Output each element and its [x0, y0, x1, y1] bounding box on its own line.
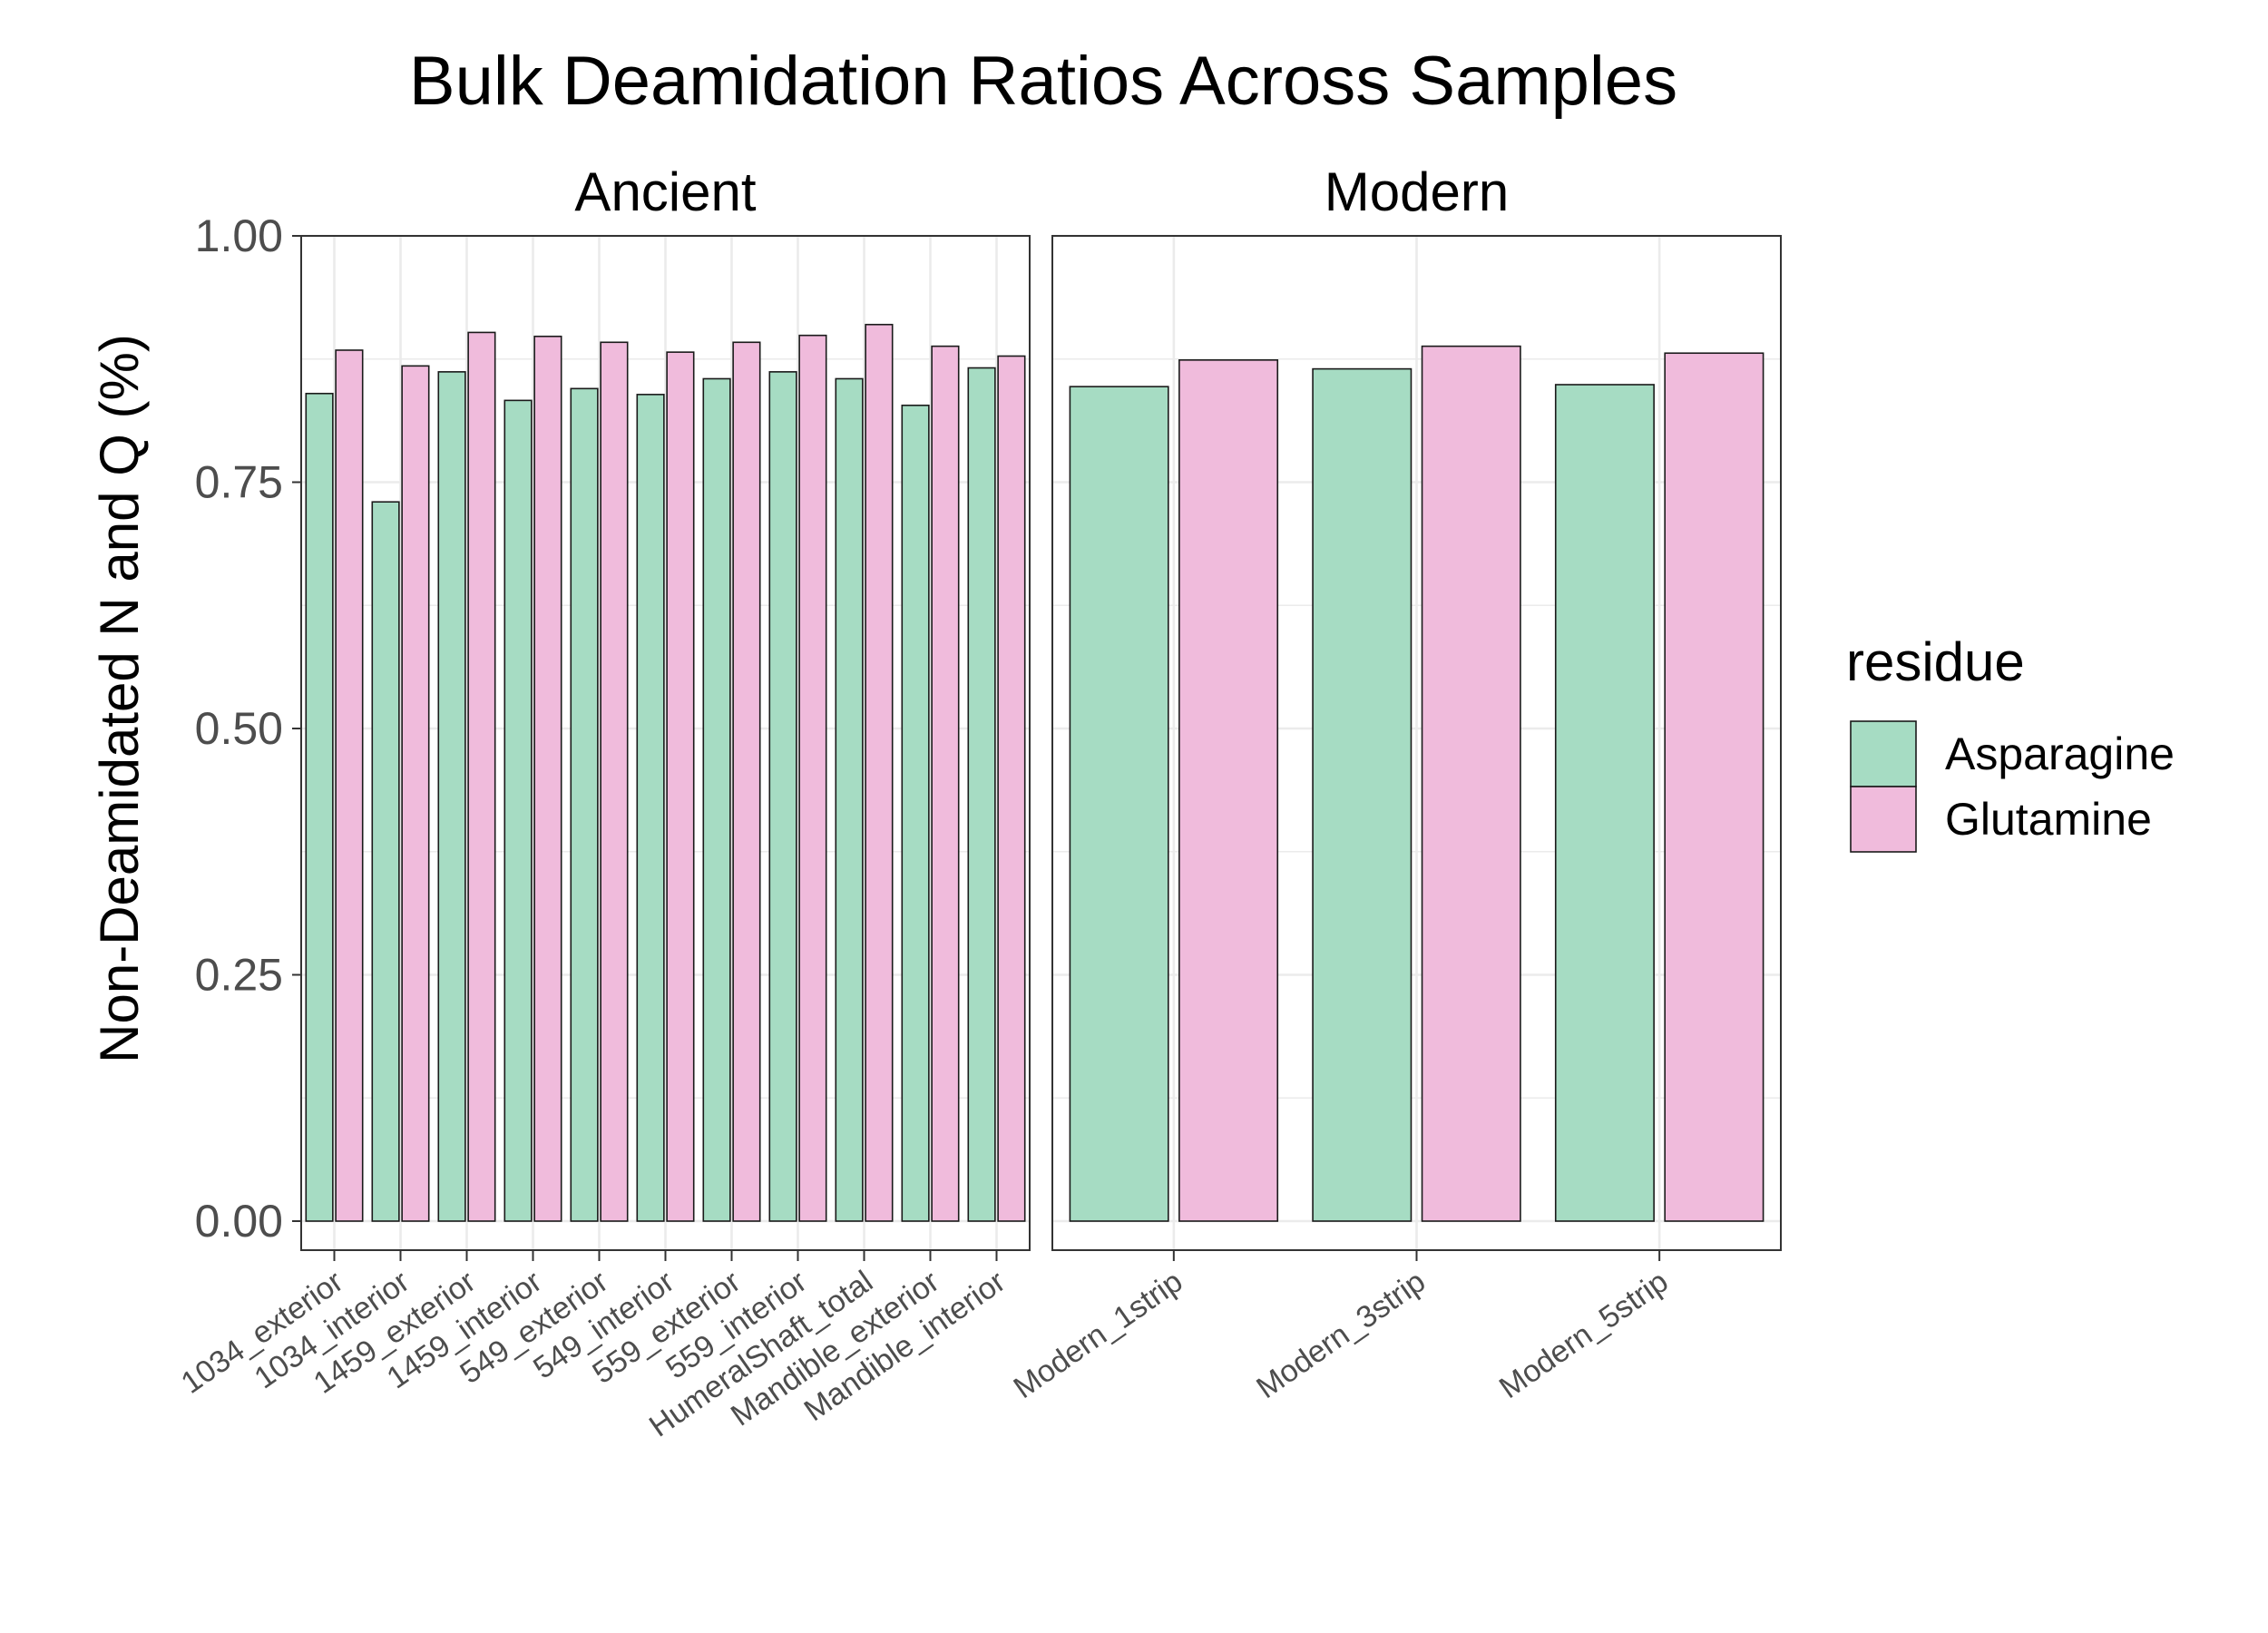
bar-glutamine-mandible_exterior	[931, 345, 960, 1222]
bar-asparagine-1459_exterior	[437, 371, 466, 1222]
facet-modern: Modern Modern_1strip Modern_3strip Modern_5…	[1008, 161, 1782, 1405]
bar-glutamine-modern_5strip	[1664, 352, 1765, 1222]
bar-asparagine-1034_interior	[371, 501, 400, 1222]
facet-ancient: Ancient1034_exterior1034_interior1459_ex…	[175, 161, 1031, 1443]
bar-asparagine-559_exterior	[702, 377, 731, 1222]
y-axis-label: Non-Deamidated N and Q (%)	[89, 334, 150, 1063]
x-tick-label: Modern_1strip	[1008, 1264, 1189, 1405]
bar-asparagine-1034_exterior	[305, 392, 334, 1222]
y-tick-label: 0.75	[195, 457, 283, 508]
bar-glutamine-549_exterior	[600, 341, 629, 1222]
chart-title: Bulk Deamidation Ratios Across Samples	[409, 43, 1677, 120]
y-tick-label: 1.00	[195, 210, 283, 261]
bar-glutamine-1034_exterior	[335, 349, 364, 1222]
bar-asparagine-549_interior	[636, 394, 665, 1222]
bar-glutamine-1459_interior	[533, 335, 562, 1222]
bar-glutamine-modern_1strip	[1178, 359, 1279, 1222]
bar-glutamine-modern_3strip	[1421, 345, 1521, 1222]
bar-asparagine-1459_interior	[503, 399, 533, 1222]
bar-glutamine-1459_exterior	[467, 331, 496, 1222]
bar-asparagine-mandible_interior	[967, 367, 996, 1222]
facet-strip-label: Ancient	[574, 161, 756, 222]
legend-label-glutamine: Glutamine	[1945, 794, 2152, 845]
y-tick-label: 0.50	[195, 703, 283, 754]
bar-asparagine-modern_1strip	[1069, 386, 1169, 1222]
y-tick-label: 0.25	[195, 950, 283, 1001]
bar-asparagine-549_exterior	[570, 387, 599, 1222]
legend: residue Asparagine Glutamine	[1846, 631, 2175, 853]
facet-strip-label: Modern	[1325, 161, 1509, 222]
bar-asparagine-559_interior	[768, 371, 797, 1222]
bar-glutamine-1034_interior	[401, 365, 430, 1222]
bar-glutamine-559_exterior	[732, 341, 761, 1222]
bar-asparagine-humeralshaft_total	[835, 377, 864, 1222]
y-tick-label: 0.00	[195, 1196, 283, 1247]
bar-glutamine-559_interior	[798, 334, 827, 1222]
legend-label-asparagine: Asparagine	[1945, 728, 2175, 779]
facet-panels: 0.00 0.25 0.50 0.75 1.00Ancient1034_exterior…	[175, 161, 1782, 1443]
bar-asparagine-modern_5strip	[1554, 384, 1655, 1222]
bar-glutamine-549_interior	[666, 351, 695, 1222]
legend-key-asparagine	[1850, 720, 1917, 787]
legend-key-glutamine	[1850, 786, 1917, 853]
x-tick-label: Modern_3strip	[1250, 1264, 1432, 1405]
bar-glutamine-mandible_interior	[997, 355, 1026, 1222]
bar-glutamine-humeralshaft_total	[865, 323, 894, 1222]
legend-title: residue	[1846, 631, 2025, 692]
bar-asparagine-mandible_exterior	[901, 404, 930, 1222]
bar-asparagine-modern_3strip	[1312, 367, 1413, 1222]
x-tick-label: Modern_5strip	[1493, 1264, 1675, 1405]
